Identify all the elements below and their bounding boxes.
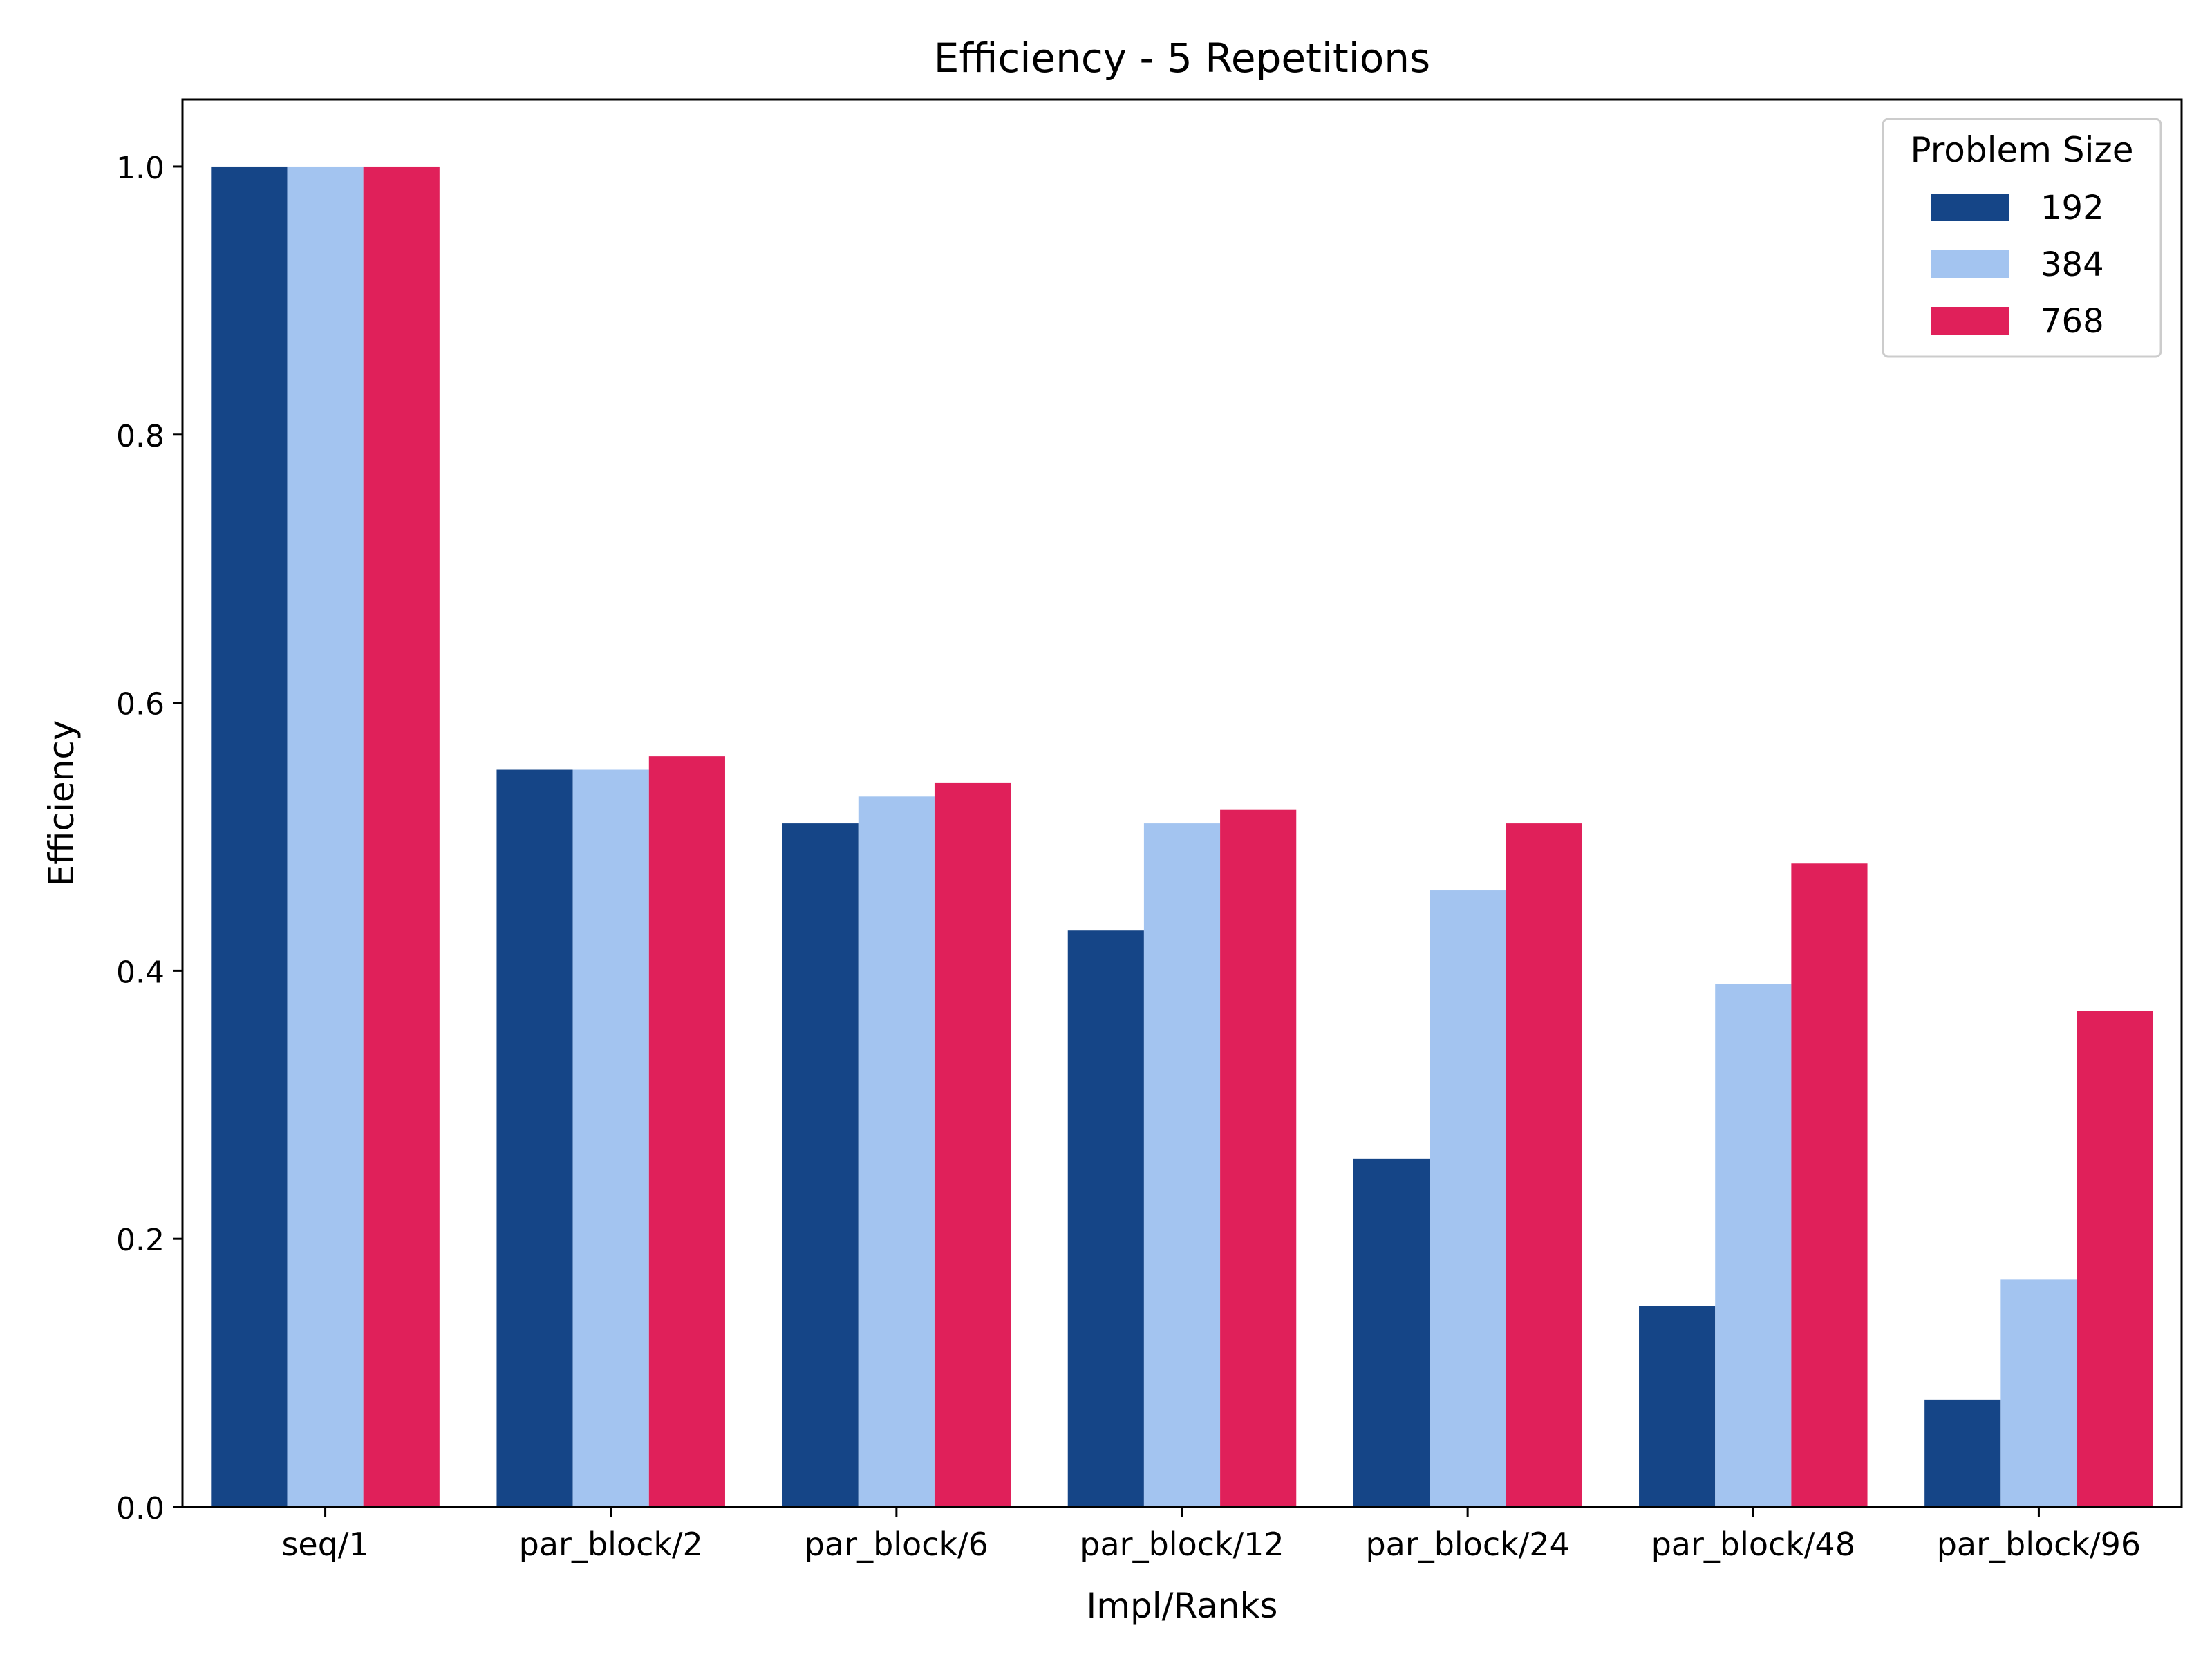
y-axis: 0.0 0.2 0.4 0.6 0.8 1.0 (116, 151, 182, 1526)
x-axis: seq/1 par_block/2 par_block/6 par_block/12 p… (281, 1507, 2141, 1563)
bars-group (211, 166, 2153, 1508)
x-tick-label: seq/1 (281, 1526, 368, 1563)
x-tick-label: par_block/12 (1080, 1526, 1284, 1563)
x-tick-label: par_block/48 (1651, 1526, 1855, 1563)
y-axis-label: Efficiency (41, 720, 82, 887)
legend-frame (1882, 118, 2162, 358)
bar-par-block-6-768 (934, 782, 1011, 1507)
bar-par-block-12-384 (1143, 823, 1221, 1507)
bar-par-block-48-192 (1639, 1306, 1716, 1507)
bar-par-block-6-192 (782, 823, 859, 1507)
bar-seq-1-384 (287, 166, 364, 1508)
y-tick-label: 0.0 (116, 1491, 165, 1526)
bar-seq-1-192 (211, 166, 288, 1508)
y-tick-label: 0.2 (116, 1223, 165, 1258)
legend: Problem Size 192 384 768 (1882, 118, 2162, 358)
bar-par-block-24-192 (1353, 1158, 1430, 1507)
bar-par-block-96-384 (2000, 1279, 2077, 1507)
chart-title: Efficiency - 5 Repetitions (934, 35, 1431, 82)
legend-swatch-768 (1931, 307, 2009, 335)
bar-par-block-2-384 (572, 769, 649, 1507)
legend-title: Problem Size (1911, 130, 2134, 170)
bar-par-block-24-768 (1506, 823, 1582, 1507)
legend-items: 192 384 768 (1931, 189, 2104, 341)
x-tick-label: par_block/24 (1365, 1526, 1569, 1563)
y-tick-label: 0.4 (116, 955, 165, 990)
x-axis-label: Impl/Ranks (1087, 1586, 1278, 1626)
bar-par-block-2-192 (496, 769, 573, 1507)
bar-par-block-48-768 (1791, 863, 1868, 1507)
bar-par-block-12-192 (1067, 930, 1144, 1507)
bar-par-block-6-384 (858, 796, 935, 1507)
legend-swatch-192 (1931, 194, 2009, 221)
bar-par-block-24-384 (1430, 890, 1506, 1507)
legend-label-192: 192 (2041, 189, 2104, 227)
bar-seq-1-768 (363, 166, 440, 1508)
legend-label-384: 384 (2041, 245, 2104, 284)
legend-swatch-384 (1931, 250, 2009, 278)
y-tick-label: 0.6 (116, 687, 165, 722)
plot-frame (181, 98, 2183, 1508)
x-tick-label: par_block/6 (805, 1526, 988, 1563)
bar-par-block-96-192 (1924, 1399, 2001, 1507)
x-tick-label: par_block/96 (1937, 1526, 2141, 1563)
bar-par-block-96-768 (2077, 1011, 2153, 1507)
bar-par-block-2-768 (648, 756, 725, 1507)
legend-label-768: 768 (2041, 302, 2104, 341)
bar-par-block-48-384 (1715, 984, 1792, 1507)
x-tick-label: par_block/2 (519, 1526, 703, 1563)
bar-par-block-12-768 (1220, 809, 1297, 1507)
y-tick-label: 0.8 (116, 419, 165, 454)
y-tick-label: 1.0 (116, 151, 165, 186)
